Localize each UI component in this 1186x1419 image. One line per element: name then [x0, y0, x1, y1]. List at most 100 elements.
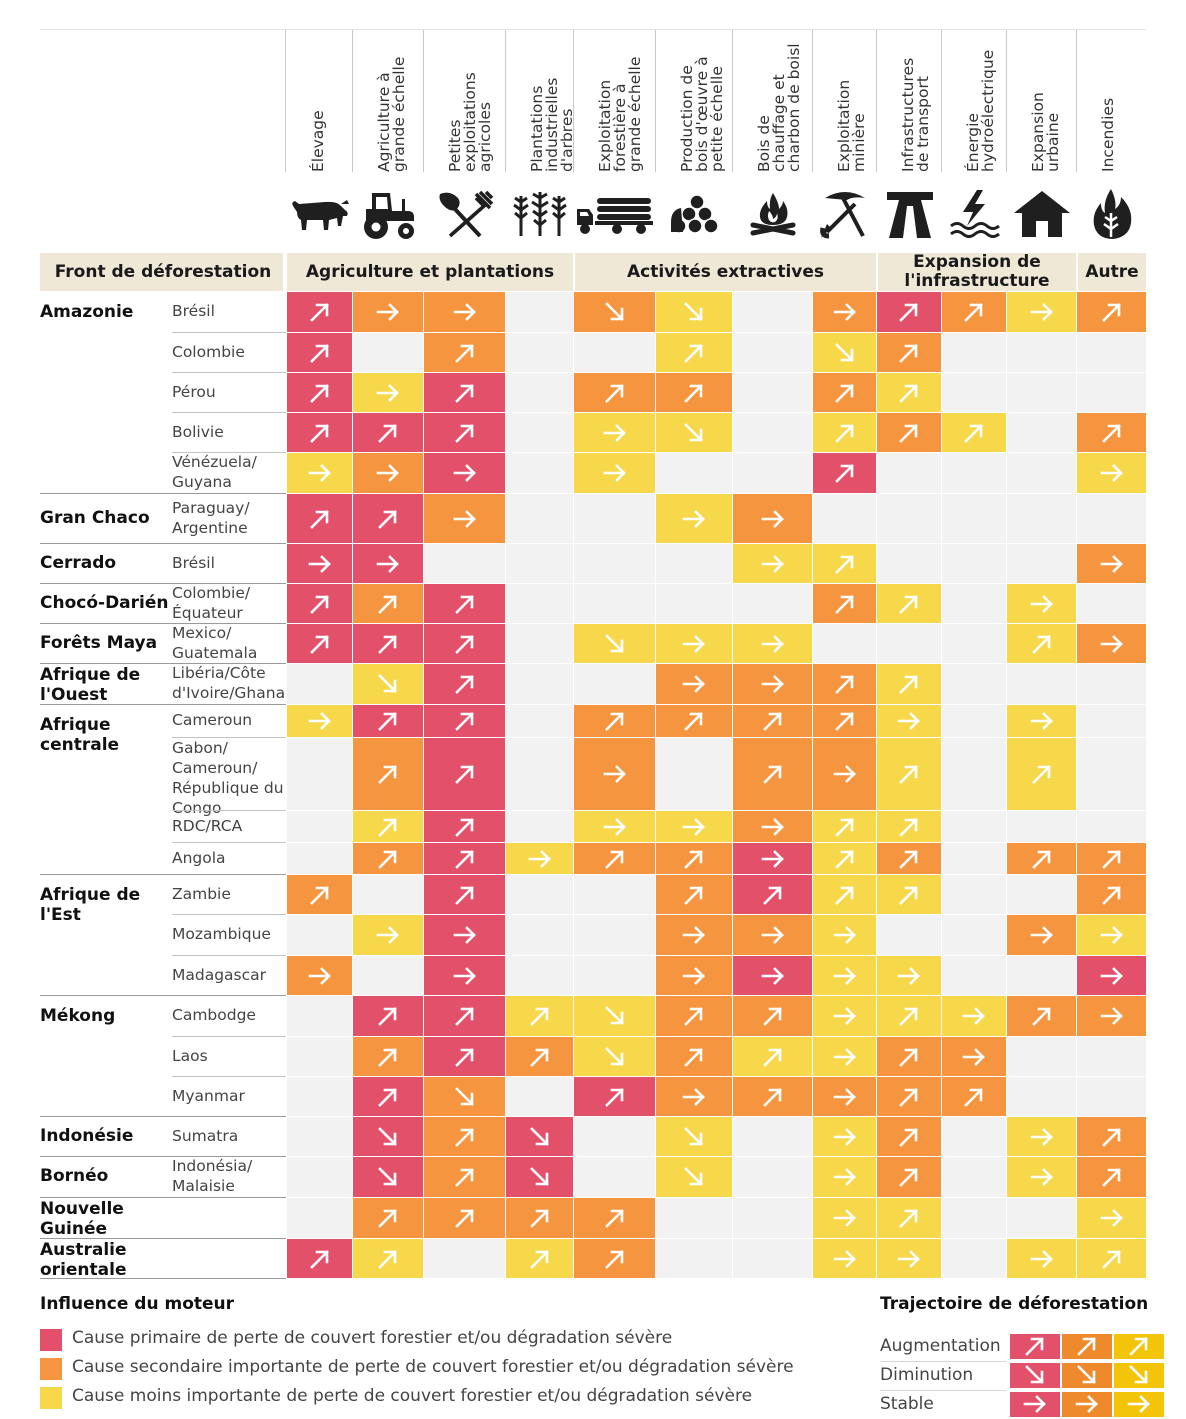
empty-cell [287, 843, 352, 874]
empty-cell [506, 875, 573, 914]
driver-cell [1007, 292, 1076, 332]
subregion-label: Brésil [172, 302, 215, 320]
empty-cell [1007, 1037, 1076, 1076]
trajectory-arrow [1030, 594, 1053, 613]
trajectory-arrow [684, 1126, 703, 1146]
trajectory-arrow [762, 1087, 782, 1107]
trajectory-arrow [899, 594, 918, 614]
empty-cell [813, 494, 876, 543]
trajectory-arrow [682, 817, 705, 836]
driver-cell [424, 843, 505, 874]
subregion-label: Angola [172, 849, 226, 867]
empty-cell [287, 1117, 352, 1156]
driver-cell [574, 1198, 655, 1238]
trajectory-arrow [1101, 1127, 1121, 1147]
trajectory-arrow [378, 634, 397, 654]
driver-cell [424, 584, 505, 623]
driver-cell [1007, 1117, 1076, 1156]
trajectory-arrow [833, 926, 856, 944]
driver-cell [1007, 996, 1076, 1036]
trajectory-arrow [761, 634, 784, 653]
trajectory-arrow [899, 1087, 918, 1107]
empty-cell [353, 956, 423, 995]
trajectory-arrow [833, 765, 856, 783]
empty-cell [574, 664, 655, 704]
empty-cell [287, 915, 352, 955]
log-pile-icon [656, 186, 733, 242]
trajectory-arrow [529, 1126, 549, 1146]
trajectory-arrow [684, 1167, 703, 1186]
trajectory-arrow [378, 1167, 397, 1186]
row-divider [40, 623, 286, 624]
trajectory-arrow [761, 509, 784, 528]
row-divider [172, 412, 286, 413]
trajectory-arrow [899, 849, 918, 869]
subregion-label: Zambie [172, 885, 231, 903]
empty-cell [506, 624, 573, 663]
subregion-label: Myanmar [172, 1087, 245, 1105]
subregion-label: Mozambique [172, 925, 271, 943]
trajectory-arrow [1030, 1127, 1053, 1146]
trajectory-arrow [454, 343, 474, 363]
driver-cell [813, 373, 876, 412]
empty-cell [942, 1117, 1006, 1156]
column-header-5: Exploitation forestière à grande échelle [596, 56, 644, 172]
trajectory-arrow [899, 303, 918, 322]
trajectory-arrow [603, 423, 626, 442]
row-divider [172, 955, 286, 956]
front-label: Amazonie [40, 302, 134, 322]
empty-cell [877, 544, 941, 583]
trajectory-arrow [897, 1249, 920, 1268]
trajectory-arrow [834, 675, 854, 694]
trajectory-arrow [1101, 885, 1121, 905]
trajectory-arrow [1030, 1249, 1053, 1268]
driver-cell [656, 624, 732, 663]
row-divider [172, 737, 286, 738]
driver-cell [877, 292, 941, 332]
empty-cell [287, 1157, 352, 1197]
empty-cell [733, 373, 812, 412]
empty-cell [287, 811, 352, 842]
trajectory-arrow [1101, 1168, 1121, 1187]
empty-cell [877, 453, 941, 493]
trajectory-arrow [378, 712, 397, 731]
trajectory-arrow [603, 464, 626, 482]
empty-cell [656, 544, 732, 583]
trajectory-arrow [834, 594, 854, 614]
header-divider [812, 30, 813, 172]
empty-cell [733, 333, 812, 372]
trajectory-arrow [897, 966, 920, 985]
driver-cell [813, 544, 876, 583]
trajectory-arrow [453, 509, 476, 528]
driver-cell [506, 1117, 573, 1156]
trajectory-arrow [604, 633, 624, 653]
column-header-7: Bois de chauffage et charbon de boisl [755, 43, 803, 172]
empty-cell [506, 915, 573, 955]
band-segment [575, 253, 876, 291]
legend-text: Cause secondaire importante de perte de … [72, 1357, 794, 1377]
trajectory-label: Diminution [880, 1365, 974, 1385]
trajectory-arrow [684, 885, 703, 905]
trajectory-arrow [834, 464, 854, 483]
trajectory-arrow [833, 966, 856, 985]
empty-cell [877, 915, 941, 955]
empty-cell [287, 1198, 352, 1238]
driver-cell [287, 494, 352, 543]
driver-cell [813, 413, 876, 452]
driver-cell [877, 1117, 941, 1156]
trajectory-arrow [376, 554, 399, 573]
row-divider [40, 995, 286, 996]
empty-cell [574, 915, 655, 955]
band-segment [287, 253, 573, 291]
trajectory-arrow [378, 674, 397, 693]
trajectory-arrow [603, 765, 626, 783]
subregion-label: Vénézuela/ Guyana [172, 453, 257, 491]
trajectory-label: Stable [880, 1394, 934, 1414]
driver-cell [813, 1077, 876, 1116]
trajectory-arrow [899, 1007, 918, 1026]
empty-cell [733, 1239, 812, 1278]
trajectory-arrow [454, 594, 474, 614]
driver-cell [287, 584, 352, 623]
driver-cell [813, 292, 876, 332]
empty-cell [574, 494, 655, 543]
